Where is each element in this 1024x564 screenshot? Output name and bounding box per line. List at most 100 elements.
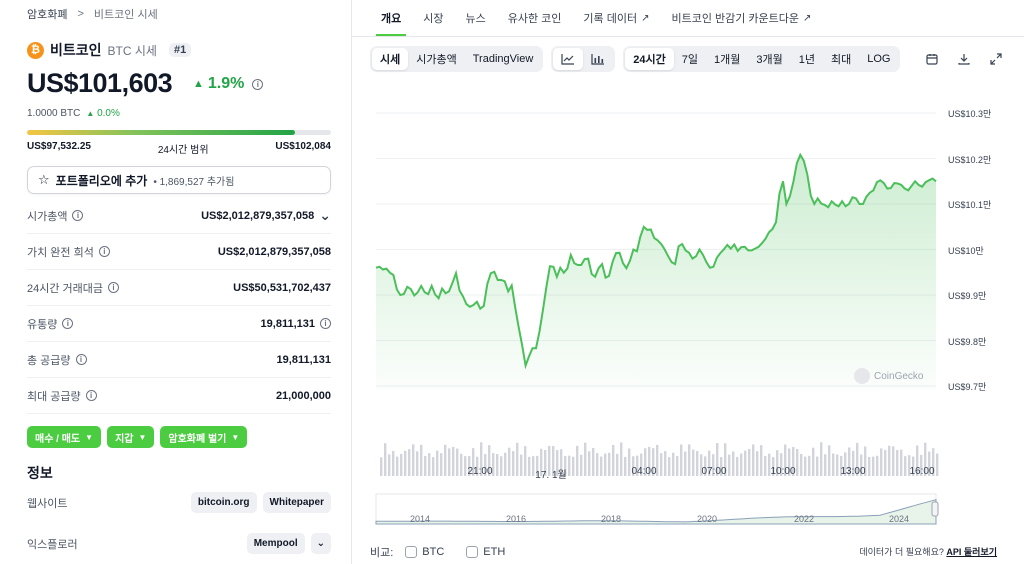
volume-bar [660, 453, 663, 476]
stat-label: 시가총액 i [27, 208, 84, 224]
tab-divider [352, 36, 1024, 37]
range-option[interactable]: 1년 [798, 54, 815, 66]
volume-bar [880, 448, 883, 476]
volume-bar [456, 448, 459, 476]
volume-bar [828, 445, 831, 476]
volume-bar [380, 457, 383, 476]
view-option[interactable]: 시가총액 [416, 54, 457, 66]
info-icon[interactable]: i [72, 210, 84, 221]
volume-bar [864, 446, 867, 476]
range-option[interactable]: 최대 [830, 54, 852, 66]
volume-bar [796, 448, 799, 476]
line-chart-icon[interactable] [553, 48, 584, 70]
tab-item[interactable]: 뉴스 [455, 0, 497, 36]
volume-bar [492, 453, 495, 476]
compare-row: 비교: BTC ETH [370, 544, 505, 560]
stat-value: US$50,531,702,437 [233, 282, 331, 294]
time-range-toggle: 24시간 7일 1개월 3개월 1년 최대 LOG [623, 46, 901, 72]
range-option[interactable]: LOG [867, 53, 891, 65]
compare-btc-checkbox[interactable]: BTC [405, 546, 444, 559]
tab-item[interactable]: 개요 [370, 0, 412, 36]
website-link[interactable]: bitcoin.org [190, 492, 257, 513]
volume-bar [816, 456, 819, 476]
volume-bar [472, 448, 475, 476]
volume-bar [400, 453, 403, 476]
info-icon[interactable]: i [98, 246, 110, 257]
volume-bar [596, 453, 599, 476]
tab-label: 개요 [381, 13, 402, 25]
range-option[interactable]: 3개월 [756, 54, 783, 66]
explorer-link[interactable]: Mempool [246, 533, 305, 554]
chevron-down-icon[interactable]: ⌄ [319, 207, 331, 223]
y-tick-label: US$9.8만 [948, 336, 987, 347]
volume-bar [424, 455, 427, 476]
stat-label: 총 공급량 i [27, 352, 87, 368]
range-option[interactable]: 1개월 [714, 54, 741, 66]
rank-badge: #1 [168, 43, 192, 57]
whitepaper-link[interactable]: Whitepaper [262, 492, 331, 513]
y-tick-label: US$10만 [948, 245, 984, 256]
volume-bar [532, 456, 535, 476]
api-link[interactable]: API 둘러보기 [946, 547, 997, 557]
volume-bar [904, 456, 907, 476]
price-chart-svg[interactable] [370, 80, 1020, 540]
info-icon[interactable]: i [75, 354, 87, 365]
volume-bar [508, 447, 511, 476]
stat-row: 가치 완전 희석 i US$2,012,879,357,058 [27, 234, 331, 270]
volume-bar [928, 451, 931, 476]
info-icon[interactable]: i [252, 78, 264, 90]
chevron-down-icon[interactable]: ⌄ [310, 533, 331, 554]
stat-value-text: 19,811,131 [276, 353, 331, 366]
action-button[interactable]: 지갑 ▼ [107, 426, 155, 448]
calendar-icon[interactable] [920, 48, 944, 70]
volume-bar [588, 451, 591, 476]
navigator-handle[interactable] [931, 501, 939, 517]
volume-bar [692, 449, 695, 476]
chevron-down-icon: ▼ [85, 432, 94, 442]
download-icon[interactable] [952, 48, 976, 70]
info-icon[interactable]: i [85, 390, 97, 401]
add-to-portfolio-button[interactable]: ☆ 포트폴리오에 추가 • 1,869,527 추가됨 [27, 166, 331, 194]
volume-bar [484, 454, 487, 476]
expand-icon[interactable] [984, 48, 1008, 70]
portfolio-label: 포트폴리오에 추가 [55, 173, 148, 188]
compare-eth-checkbox[interactable]: ETH [466, 546, 505, 559]
info-icon[interactable]: i [108, 282, 120, 293]
tab-item[interactable]: 시장 [412, 0, 454, 36]
volume-bar [852, 450, 855, 476]
price-chart[interactable]: CoinGecko US$10.3만 US$10.2만 US$10.1만 US$10만… [370, 80, 1020, 564]
y-tick-label: US$9.9만 [948, 291, 987, 301]
tab-item[interactable]: 기록 데이터 ↗ [572, 0, 660, 36]
action-button[interactable]: 매수 / 매도 ▼ [27, 426, 102, 448]
range-option[interactable]: 24시간 [625, 48, 674, 70]
volume-bar [640, 453, 643, 476]
volume-bar [916, 445, 919, 476]
action-button[interactable]: 암호화폐 벌기 ▼ [160, 426, 248, 448]
tab-item[interactable]: 유사한 코인 [497, 0, 573, 36]
volume-bar [844, 452, 847, 476]
x-tick-label: 21:00 [467, 466, 493, 477]
volume-bar [776, 450, 779, 476]
breadcrumb-home[interactable]: 암호화폐 [27, 9, 68, 21]
volume-bar [628, 448, 631, 476]
range-option[interactable]: 7일 [681, 54, 699, 66]
view-option[interactable]: TradingView [472, 53, 534, 65]
volume-bar [384, 443, 387, 476]
view-option[interactable]: 시세 [372, 48, 409, 70]
info-icon[interactable]: i [62, 318, 74, 329]
info-heading: 정보 [27, 465, 53, 481]
stat-row: 총 공급량 i 19,811,131 [27, 342, 331, 378]
info-icon[interactable]: i [320, 318, 331, 329]
volume-bar [624, 456, 627, 476]
tab-item[interactable]: 비트코인 반감기 카운트다운 ↗ [660, 0, 822, 36]
compare-label: 비교: [370, 547, 394, 559]
volume-bar [452, 446, 455, 476]
volume-bar [592, 447, 595, 476]
action-button-label: 매수 / 매도 [35, 433, 81, 445]
navigator-year-label: 2020 [697, 514, 718, 524]
volume-bar [900, 449, 903, 476]
volume-bar [724, 443, 727, 476]
checkbox-icon [405, 546, 418, 559]
btc-price-row: 1.0000 BTC ▲ 0.0% [27, 108, 120, 119]
bar-chart-icon[interactable] [583, 48, 613, 70]
